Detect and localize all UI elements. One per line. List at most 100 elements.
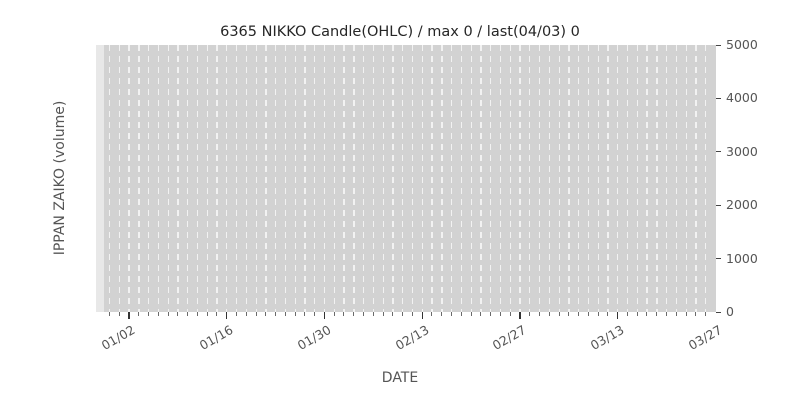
gridline [255, 45, 257, 312]
gridline [314, 45, 316, 312]
gridline [460, 45, 463, 312]
gridline [226, 45, 228, 312]
gridline [617, 45, 619, 312]
gridline [666, 45, 668, 312]
x-tick-minor [167, 312, 169, 316]
x-tick-minor [529, 312, 531, 316]
x-tick-label: 01/02 [99, 322, 138, 354]
gridline [558, 45, 560, 312]
gridline [294, 45, 296, 312]
gridline [402, 45, 404, 312]
x-tick-minor [108, 312, 110, 316]
x-tick-minor [441, 312, 443, 316]
x-tick-label: 01/16 [196, 322, 236, 354]
x-tick-major [421, 312, 423, 319]
gridline [431, 45, 433, 312]
gridline [216, 45, 218, 312]
y-tick-label: 3000 [726, 143, 758, 159]
gridline [421, 45, 423, 312]
x-tick-label: 03/13 [587, 322, 627, 354]
x-axis-tick-labels: 01/02 01/16 01/30 02/13 02/27 03/13 03/27 [96, 322, 724, 368]
gridline [382, 45, 384, 312]
gridline [548, 45, 551, 312]
gridline [235, 45, 238, 312]
gridline [363, 45, 365, 312]
gridline [441, 45, 443, 312]
x-tick-major [323, 312, 326, 319]
x-tick-minor [587, 312, 589, 316]
gridline [538, 45, 541, 312]
x-tick-minor [157, 312, 159, 316]
gridline [108, 45, 111, 312]
gridline [392, 45, 394, 312]
gridline [568, 45, 570, 312]
plot-area [96, 45, 716, 312]
gridline [333, 45, 335, 312]
x-tick-label: 02/13 [392, 322, 432, 354]
gridline [265, 45, 267, 312]
x-tick-minor [480, 312, 482, 316]
x-tick-minor [392, 312, 394, 316]
x-tick-minor [118, 312, 120, 316]
x-tick-minor [626, 312, 628, 316]
x-tick-minor [499, 312, 501, 316]
x-tick-label: 03/27 [685, 322, 725, 354]
x-tick-minor [245, 312, 247, 316]
gridline [245, 45, 248, 312]
x-tick-minor [490, 312, 492, 316]
gridline [499, 45, 502, 312]
x-tick-minor [372, 312, 374, 316]
x-tick-minor [460, 312, 462, 316]
gridline [128, 45, 130, 312]
y-axis-title: IPPAN ZAIKO (volume) [52, 100, 68, 256]
gridline [450, 45, 453, 312]
gridline [626, 45, 629, 312]
gridline [519, 45, 521, 312]
gridline [372, 45, 375, 312]
x-tick-minor [675, 312, 677, 316]
y-tick-mark [716, 97, 721, 100]
x-tick-minor [538, 312, 540, 316]
x-tick-minor [382, 312, 384, 316]
y-tick-label: 2000 [726, 197, 758, 213]
gridline [636, 45, 638, 312]
y-tick-mark [716, 44, 721, 46]
x-tick-major [519, 312, 521, 319]
gridline [118, 45, 120, 312]
gridline [304, 45, 306, 312]
x-tick-minor [255, 312, 257, 316]
y-tick-mark [716, 204, 721, 206]
x-tick-minor [548, 312, 550, 316]
x-tick-minor [685, 312, 687, 316]
gridline [685, 45, 687, 312]
gridline [343, 45, 345, 312]
x-tick-major [226, 312, 228, 319]
x-tick-minor [705, 312, 707, 316]
x-tick-minor [138, 312, 140, 316]
y-tick-label: 4000 [726, 90, 758, 106]
x-tick-minor [656, 312, 658, 316]
x-tick-minor [353, 312, 355, 316]
gridline [196, 45, 199, 312]
x-tick-minor [636, 312, 638, 316]
y-axis: 5000 4000 3000 2000 1000 0 [716, 37, 800, 319]
gridline [695, 45, 697, 312]
x-tick-major [617, 312, 619, 319]
gridline [323, 45, 326, 312]
gridline [206, 45, 208, 312]
gridline [705, 45, 707, 312]
x-tick-minor [284, 312, 286, 316]
gridline [187, 45, 189, 312]
gridline [138, 45, 140, 312]
gridline [597, 45, 599, 312]
y-tick-label: 5000 [726, 37, 758, 52]
gridline [529, 45, 531, 312]
x-tick-minor [578, 312, 580, 316]
gridline [147, 45, 150, 312]
y-tick-mark [716, 258, 721, 260]
x-tick-minor [568, 312, 570, 316]
x-tick-major [128, 312, 130, 319]
x-tick-minor [411, 312, 413, 316]
x-tick-minor [206, 312, 208, 316]
